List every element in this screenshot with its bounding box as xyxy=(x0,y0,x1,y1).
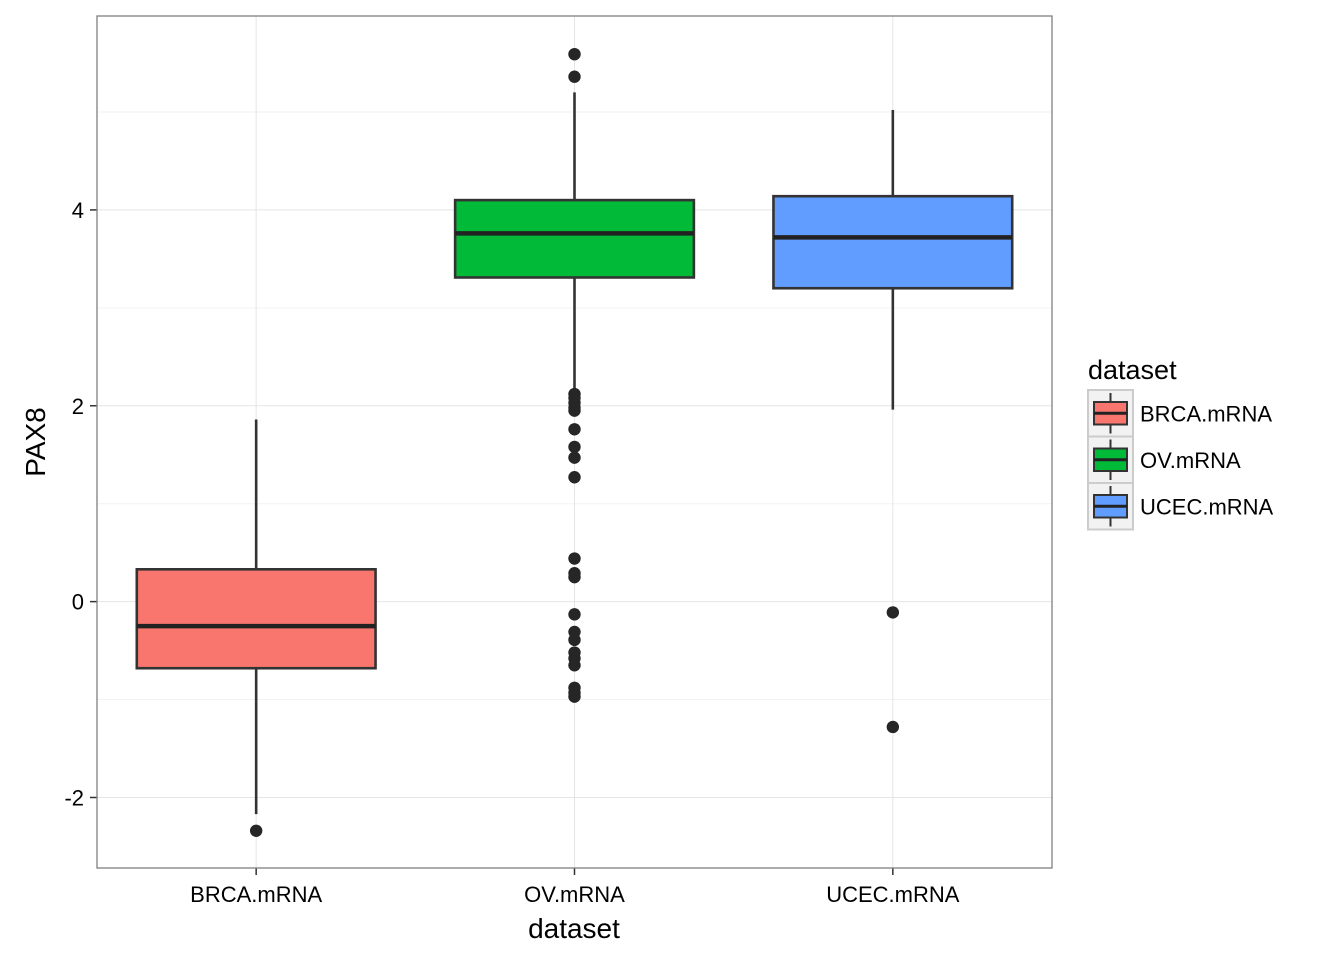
x-axis: BRCA.mRNA OV.mRNA UCEC.mRNA xyxy=(190,868,960,907)
outlier-point xyxy=(568,659,581,672)
box-ucec-mrna xyxy=(772,110,1014,734)
outlier-point xyxy=(568,404,581,417)
y-tick-label: -2 xyxy=(64,785,84,810)
legend-label: BRCA.mRNA xyxy=(1140,401,1272,426)
legend-item-ucec-mrna: UCEC.mRNA xyxy=(1087,482,1274,531)
y-axis: -2 0 2 4 xyxy=(64,198,97,810)
y-axis-label: PAX8 xyxy=(20,407,51,477)
outlier-point xyxy=(886,720,900,734)
outlier-point xyxy=(886,606,900,619)
outlier-point xyxy=(568,570,581,584)
x-axis-label: dataset xyxy=(528,913,620,944)
x-tick-label: UCEC.mRNA xyxy=(826,882,960,907)
box-iqr xyxy=(135,568,377,670)
outlier-point xyxy=(568,633,581,647)
legend-title: dataset xyxy=(1088,355,1177,385)
legend-item-brca-mrna: BRCA.mRNA xyxy=(1087,389,1272,438)
outlier-point xyxy=(568,70,581,83)
box-iqr xyxy=(772,194,1014,290)
legend-label: UCEC.mRNA xyxy=(1140,494,1274,519)
outlier-point xyxy=(568,471,581,484)
y-tick-label: 4 xyxy=(72,198,84,223)
box-brca-mrna xyxy=(135,419,377,837)
outlier-point xyxy=(568,690,581,703)
panel-border xyxy=(96,15,1053,869)
box-ov-mrna xyxy=(453,47,696,703)
y-tick-label: 2 xyxy=(72,394,84,419)
plot-marks xyxy=(135,47,1014,837)
y-tick-label: 0 xyxy=(72,590,84,615)
x-tick-label: OV.mRNA xyxy=(524,882,625,907)
legend: dataset BRCA.mRNA OV.mRNA UCEC.mRNA xyxy=(1087,355,1274,531)
outlier-point xyxy=(568,552,581,565)
legend-item-ov-mrna: OV.mRNA xyxy=(1087,435,1241,484)
outlier-point xyxy=(568,47,581,61)
outlier-point xyxy=(568,451,581,464)
box-iqr xyxy=(453,198,696,279)
outlier-point xyxy=(568,423,581,436)
outlier-point xyxy=(568,440,581,454)
x-tick-label: BRCA.mRNA xyxy=(190,882,322,907)
legend-label: OV.mRNA xyxy=(1140,448,1241,473)
outlier-point xyxy=(568,608,581,621)
outlier-point xyxy=(249,824,263,837)
